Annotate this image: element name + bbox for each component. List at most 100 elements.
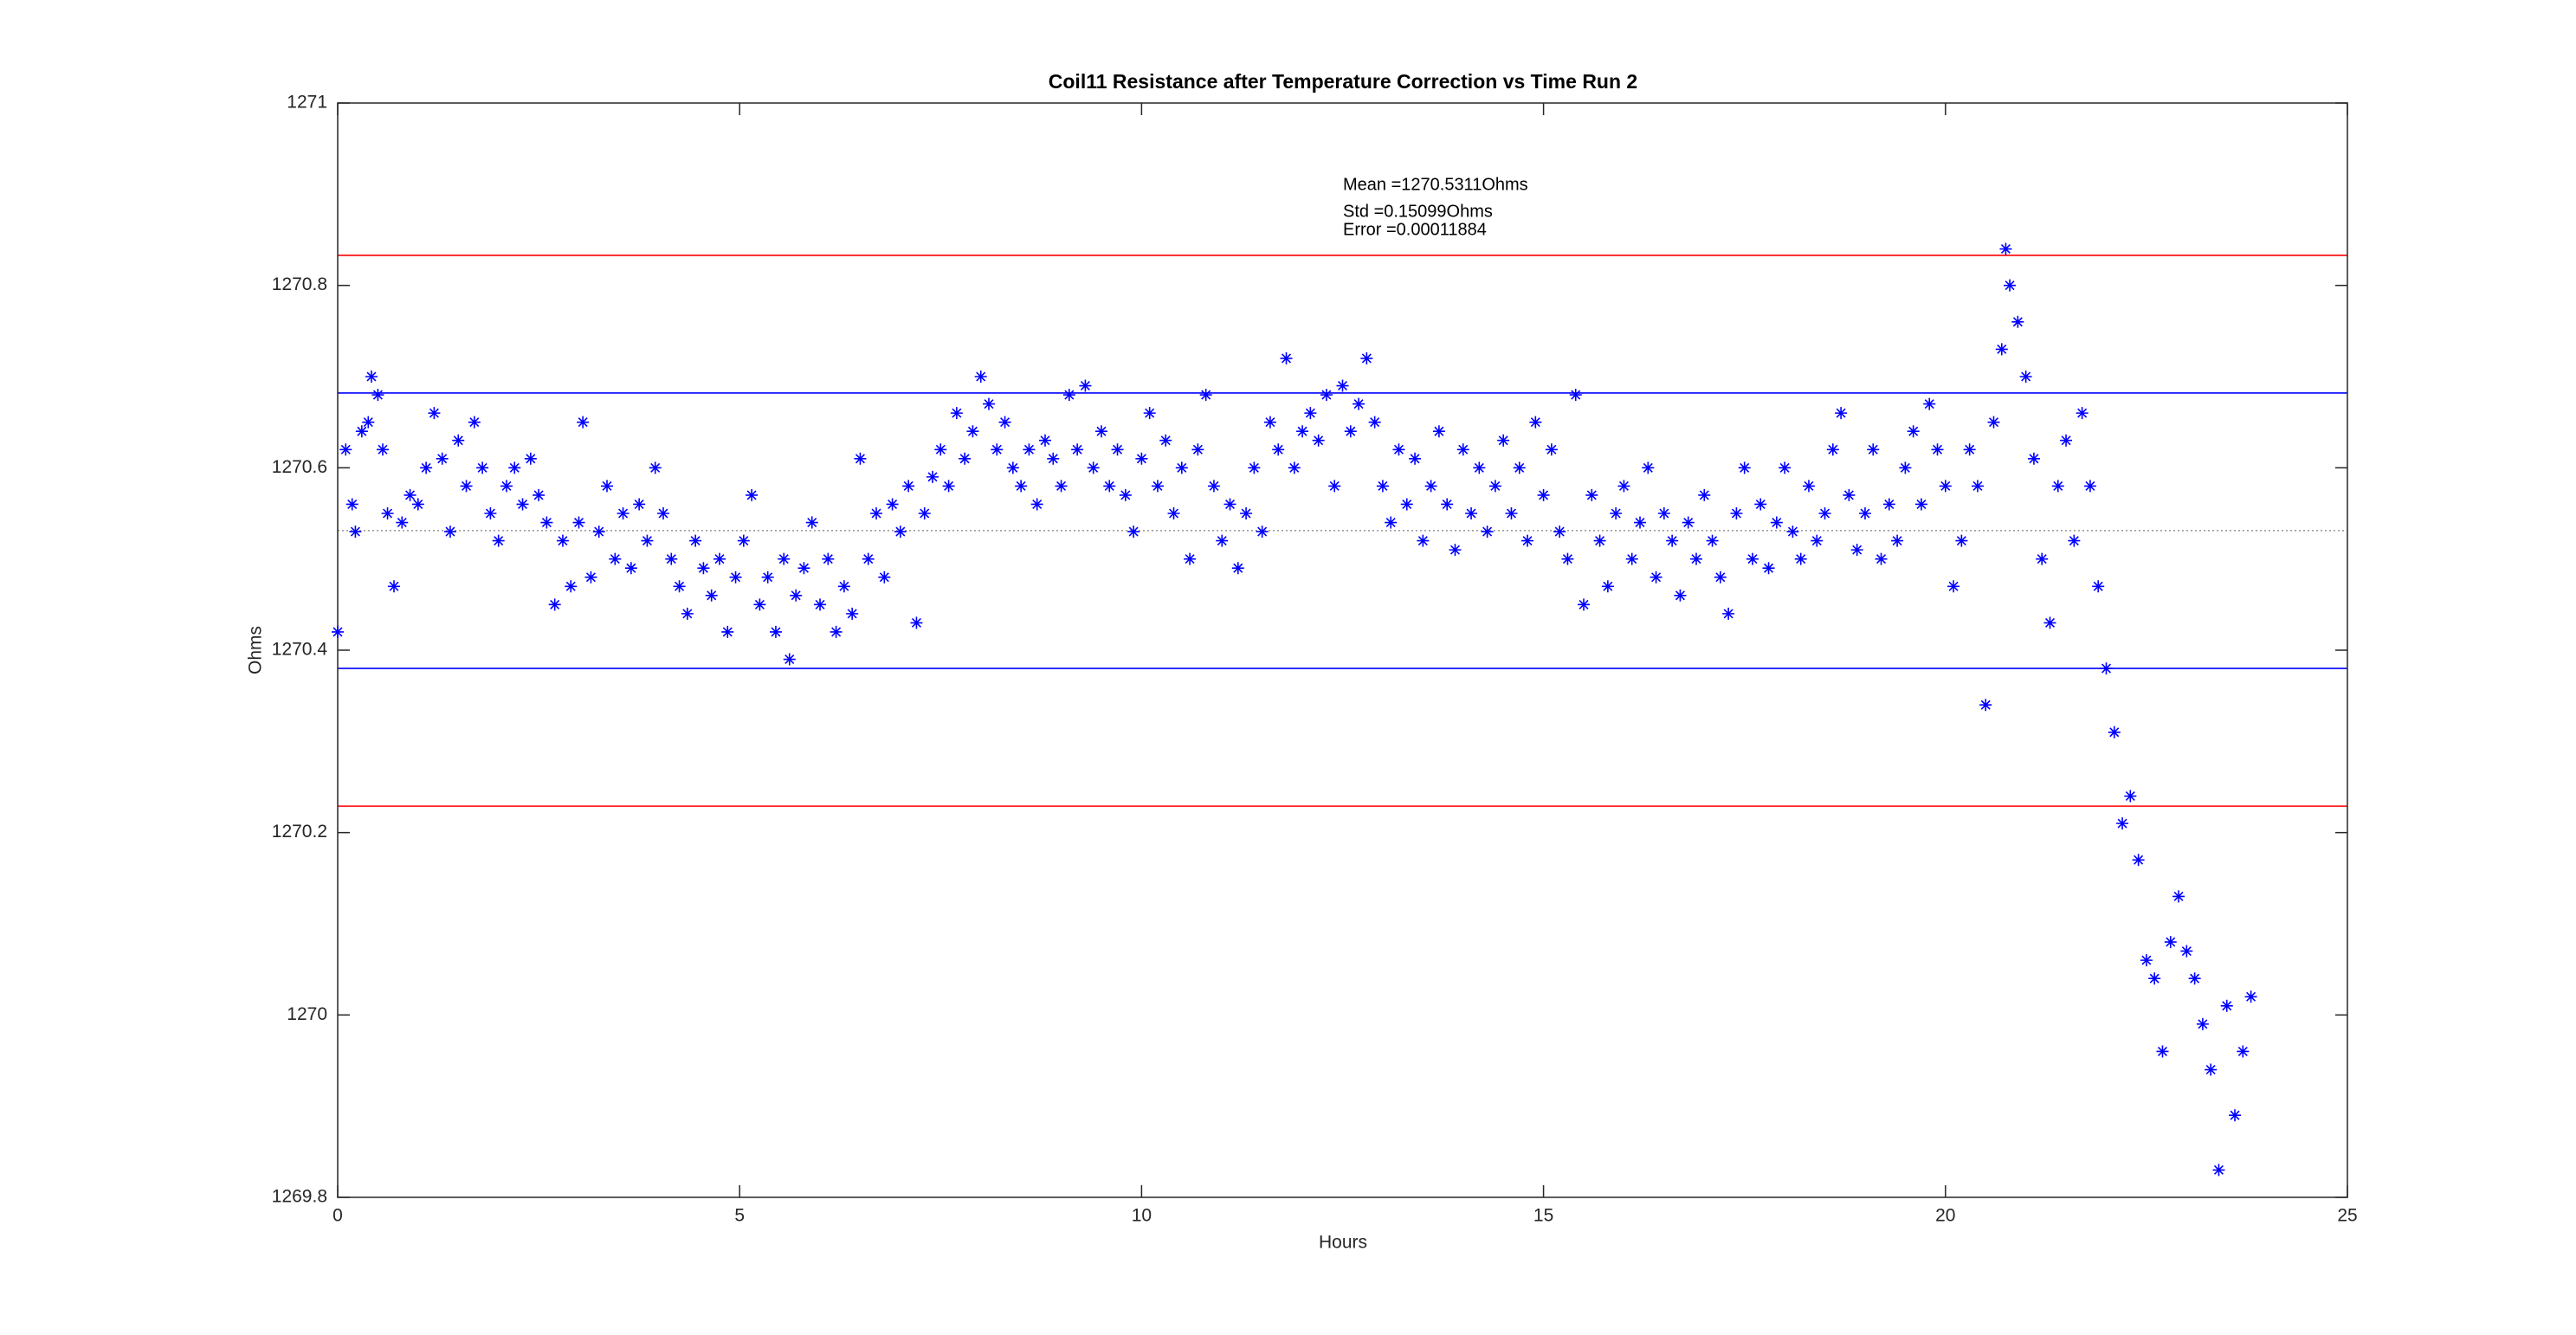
data-point bbox=[1625, 552, 1638, 565]
data-point bbox=[1159, 434, 1172, 447]
data-point bbox=[1175, 461, 1188, 474]
data-point bbox=[2068, 534, 2081, 547]
data-point bbox=[1030, 498, 1043, 511]
data-point bbox=[1899, 461, 1912, 474]
data-point bbox=[991, 443, 1004, 456]
data-point bbox=[2036, 552, 2049, 565]
x-tick-label: 15 bbox=[1533, 1206, 1553, 1226]
data-point bbox=[1353, 397, 1365, 410]
data-point bbox=[1465, 507, 1478, 519]
data-point bbox=[1432, 425, 1445, 438]
data-point bbox=[2043, 616, 2056, 629]
data-point bbox=[1441, 498, 1454, 511]
data-point bbox=[1280, 351, 1293, 364]
data-point bbox=[420, 461, 433, 474]
data-point bbox=[1553, 526, 1566, 539]
data-point bbox=[1601, 580, 1614, 593]
data-point bbox=[2205, 1063, 2218, 1076]
data-point bbox=[1867, 443, 1880, 456]
data-point bbox=[902, 480, 915, 493]
data-point bbox=[1409, 452, 1422, 465]
data-point bbox=[1328, 480, 1341, 493]
data-point bbox=[2051, 480, 2064, 493]
data-point bbox=[460, 480, 473, 493]
y-axis-label: Ohms bbox=[246, 626, 266, 674]
data-point bbox=[2027, 452, 2040, 465]
data-point bbox=[1561, 552, 1574, 565]
data-point bbox=[452, 434, 465, 447]
data-point bbox=[1850, 544, 1863, 557]
data-point bbox=[362, 416, 375, 429]
data-point bbox=[1336, 379, 1349, 392]
data-point bbox=[1216, 534, 1229, 547]
data-point bbox=[1240, 507, 1253, 519]
annotation: Error =0.00011884 bbox=[1343, 220, 1487, 239]
data-point bbox=[649, 461, 662, 474]
data-point bbox=[697, 562, 710, 575]
data-point bbox=[1891, 534, 1904, 547]
data-point bbox=[862, 552, 875, 565]
y-tick-label: 1270 bbox=[287, 1004, 327, 1024]
data-point bbox=[1312, 434, 1325, 447]
data-point bbox=[974, 371, 987, 383]
x-tick-label: 5 bbox=[734, 1206, 745, 1226]
data-point bbox=[355, 425, 368, 438]
data-point bbox=[411, 498, 424, 511]
data-point bbox=[484, 507, 497, 519]
data-point bbox=[846, 607, 859, 620]
data-point bbox=[1770, 516, 1783, 529]
data-point bbox=[2132, 854, 2145, 867]
data-point bbox=[1955, 534, 1968, 547]
data-point bbox=[1835, 407, 1848, 420]
data-point bbox=[1385, 516, 1398, 529]
chart-title: Coil11 Resistance after Temperature Corr… bbox=[1049, 70, 1637, 93]
data-point bbox=[1738, 461, 1751, 474]
data-point bbox=[983, 397, 995, 410]
data-point bbox=[665, 552, 678, 565]
data-point bbox=[2196, 1017, 2209, 1030]
data-point bbox=[428, 407, 441, 420]
data-point bbox=[1119, 488, 1132, 501]
data-point bbox=[1971, 480, 1984, 493]
data-point bbox=[1199, 389, 1212, 402]
x-tick-label: 20 bbox=[1935, 1206, 1955, 1226]
data-point bbox=[878, 571, 891, 584]
data-point bbox=[2004, 279, 2017, 292]
data-point bbox=[1368, 416, 1381, 429]
data-point bbox=[746, 488, 759, 501]
data-point bbox=[381, 507, 394, 519]
data-point bbox=[1722, 607, 1735, 620]
data-point bbox=[365, 371, 378, 383]
data-point bbox=[1360, 351, 1373, 364]
data-point bbox=[1642, 461, 1655, 474]
data-point bbox=[1135, 452, 1148, 465]
data-point bbox=[2212, 1164, 2225, 1177]
data-point bbox=[1907, 425, 1920, 438]
data-point bbox=[934, 443, 947, 456]
data-point bbox=[1666, 534, 1679, 547]
data-point bbox=[1256, 526, 1269, 539]
data-point bbox=[1143, 407, 1156, 420]
data-point bbox=[1578, 598, 1591, 611]
data-point bbox=[830, 625, 843, 638]
data-point bbox=[1223, 498, 1236, 511]
data-point bbox=[729, 571, 742, 584]
data-point bbox=[1714, 571, 1727, 584]
data-point bbox=[2019, 371, 2032, 383]
data-point bbox=[1417, 534, 1430, 547]
data-point bbox=[1914, 498, 1927, 511]
data-point bbox=[339, 443, 352, 456]
data-point bbox=[1015, 480, 1028, 493]
data-point bbox=[959, 452, 972, 465]
data-point bbox=[533, 488, 546, 501]
data-point bbox=[1207, 480, 1220, 493]
data-point bbox=[1023, 443, 1036, 456]
data-point bbox=[783, 653, 796, 666]
data-point bbox=[572, 516, 585, 529]
data-point bbox=[1947, 580, 1960, 593]
data-point bbox=[1706, 534, 1719, 547]
data-point bbox=[1794, 552, 1807, 565]
data-point bbox=[1690, 552, 1702, 565]
data-point bbox=[1344, 425, 1357, 438]
y-tick-label: 1270.8 bbox=[272, 274, 327, 294]
